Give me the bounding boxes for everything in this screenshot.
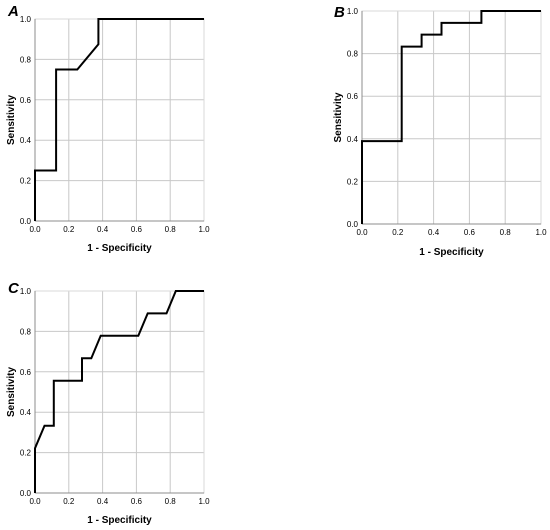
- roc-panel-b: 0.0 0.2 0.4 0.6 0.8 1.0 0.0 0.2 0.4 0.6 0.8 1.0 1 - …: [333, 4, 547, 258]
- panel-a-y-tick-label: 0.0: [20, 217, 32, 226]
- panel-b-x-tick-label: 0.6: [464, 228, 476, 237]
- panel-c-y-tick-label: 1.0: [20, 287, 32, 296]
- panel-b-x-tick-label: 0.2: [392, 228, 404, 237]
- panel-b-roc-curve: [361, 10, 541, 224]
- panel-b-x-axis-title: 1 - Specificity: [419, 247, 484, 258]
- panel-c-x-tick-label: 0.8: [165, 497, 177, 506]
- panel-c-x-tick-label: 0.4: [97, 497, 109, 506]
- panel-b-y-tick-label: 0.0: [347, 220, 359, 229]
- panel-c-x-axis-title: 1 - Specificity: [87, 515, 152, 526]
- panel-b-y-tick-label: 0.4: [347, 135, 359, 144]
- panel-a-x-tick-label: 0.0: [29, 225, 41, 234]
- panel-c-x-tick-label: 1.0: [198, 497, 210, 506]
- panel-c-x-tick-label: 0.6: [131, 497, 143, 506]
- panel-b-x-tick-label: 1.0: [535, 228, 547, 237]
- panel-c-roc-curve: [34, 290, 204, 493]
- panel-a-y-tick-label: 0.4: [20, 136, 32, 145]
- panel-a-x-tick-label: 1.0: [198, 225, 210, 234]
- panel-b-y-tick-label: 0.2: [347, 177, 359, 186]
- panel-a-y-tick-label: 0.6: [20, 96, 32, 105]
- panel-b-y-tick-label: 1.0: [347, 7, 359, 16]
- panel-c-y-axis-title: Sensitivity: [6, 367, 17, 417]
- panel-b-plot-frame: [361, 10, 542, 225]
- panel-a-x-tick-label: 0.4: [97, 225, 109, 234]
- panel-c-y-tick-label: 0.0: [20, 489, 32, 498]
- panel-b-letter: B: [334, 4, 345, 21]
- panel-a-y-axis-title: Sensitivity: [6, 95, 17, 145]
- panel-b-y-axis-title: Sensitivity: [333, 92, 344, 142]
- panel-a-y-tick-label: 0.2: [20, 177, 32, 186]
- panel-a-y-tick-label: 0.8: [20, 55, 32, 64]
- panel-c-plot-frame: [34, 290, 205, 494]
- panel-b-x-tick-label: 0.8: [500, 228, 512, 237]
- panel-a-y-tick-label: 1.0: [20, 15, 32, 24]
- panel-a-x-tick-label: 0.6: [131, 225, 143, 234]
- roc-panel-a: 0.0 0.2 0.4 0.6 0.8 1.0 0.0 0.2 0.4 0.6 0.8 1.0 1 - …: [6, 3, 210, 254]
- panel-a-x-tick-label: 0.8: [165, 225, 177, 234]
- panel-b-y-tick-label: 0.6: [347, 92, 359, 101]
- panel-a-roc-curve: [34, 18, 204, 221]
- panel-a-plot-frame: [34, 18, 205, 222]
- panel-c-letter: C: [8, 280, 20, 297]
- panel-c-x-tick-label: 0.0: [29, 497, 41, 506]
- panel-b-y-tick-label: 0.8: [347, 50, 359, 59]
- panel-c-x-tick-label: 0.2: [63, 497, 75, 506]
- panel-c-y-tick-label: 0.6: [20, 368, 32, 377]
- panel-a-x-axis-title: 1 - Specificity: [87, 243, 152, 254]
- panel-c-y-tick-label: 0.4: [20, 408, 32, 417]
- panel-b-x-tick-label: 0.4: [428, 228, 440, 237]
- panel-c-y-tick-label: 0.8: [20, 327, 32, 336]
- panel-a-letter: A: [7, 3, 19, 20]
- panel-a-x-tick-label: 0.2: [63, 225, 75, 234]
- roc-panel-c: 0.0 0.2 0.4 0.6 0.8 1.0 0.0 0.2 0.4 0.6 0.8 1.0 1 - …: [6, 280, 210, 526]
- panel-b-x-tick-label: 0.0: [356, 228, 368, 237]
- panel-c-y-tick-label: 0.2: [20, 449, 32, 458]
